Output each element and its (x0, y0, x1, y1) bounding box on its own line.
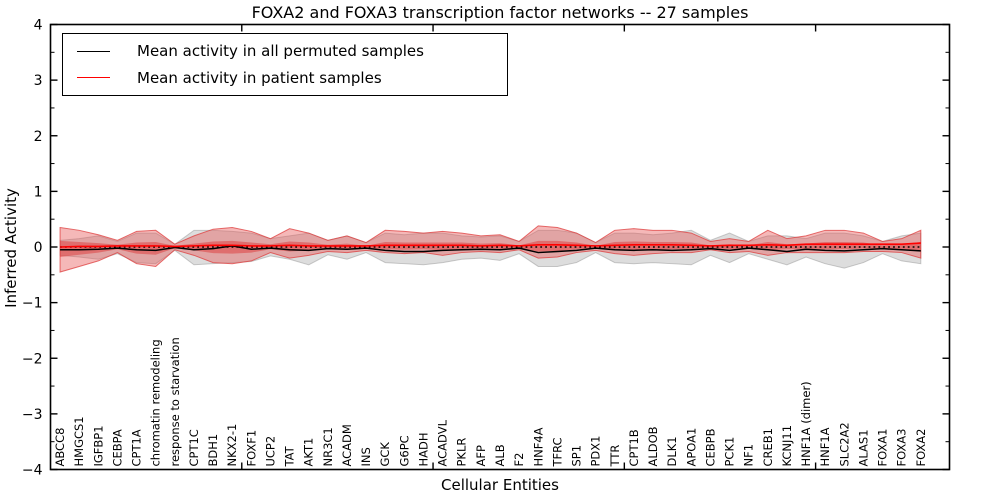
y-tick-label: 2 (34, 129, 43, 145)
x-category-label: INS (359, 447, 373, 466)
legend-label-patient: Mean activity in patient samples (137, 68, 382, 87)
x-category-label: CPT1B (627, 429, 641, 466)
patient-inner-band (60, 240, 921, 258)
x-category-label: FOXA2 (914, 429, 928, 467)
x-category-label: CPT1C (187, 429, 201, 466)
x-category-label: HNF1A (dimer) (799, 381, 813, 466)
x-category-label: CEBPA (110, 429, 124, 466)
x-category-label: HNF4A (531, 427, 545, 466)
x-category-label: F2 (512, 453, 526, 467)
y-tick-label: 1 (34, 184, 43, 200)
x-category-label: ALB (493, 444, 507, 466)
x-category-label: HMGCS1 (72, 416, 86, 466)
x-category-label: UCP2 (263, 436, 277, 467)
legend-entry-patient: Mean activity in patient samples (77, 69, 507, 87)
x-category-label: AFP (474, 445, 488, 466)
x-category-label: NKX2-1 (225, 424, 239, 467)
x-category-label: ACADVL (436, 419, 450, 466)
x-category-label: IGFBP1 (91, 425, 105, 466)
x-category-label: G6PC (397, 435, 411, 466)
y-axis-label: Inferred Activity (2, 188, 20, 308)
permuted-mean-line (60, 245, 921, 254)
y-tick-label: −2 (22, 351, 43, 367)
x-category-label: PKLR (455, 438, 469, 467)
x-category-label: DLK1 (665, 436, 679, 466)
x-category-label: TAT (283, 445, 297, 467)
x-category-label: HADH (416, 432, 430, 466)
y-tick-label: −1 (22, 296, 43, 312)
x-category-label: FOXA1 (876, 429, 890, 467)
y-tick-label: 3 (34, 73, 43, 89)
legend: Mean activity in all permuted samples Me… (62, 33, 508, 96)
x-category-label: PDX1 (589, 436, 603, 467)
patient-line-swatch (77, 77, 110, 79)
legend-entry-permuted: Mean activity in all permuted samples (77, 42, 507, 60)
x-category-label: ACADM (340, 424, 354, 466)
x-category-label: TTR (608, 445, 622, 468)
permuted-line-swatch (77, 50, 110, 52)
x-category-label: ABCC8 (53, 428, 67, 467)
x-category-label: AKT1 (302, 438, 316, 467)
y-tick-label: 4 (34, 18, 43, 34)
x-category-label: FOXF1 (244, 430, 258, 467)
chart-title: FOXA2 and FOXA3 transcription factor net… (251, 3, 749, 22)
x-category-label: NF1 (742, 444, 756, 467)
y-tick-label: 0 (34, 240, 43, 256)
patient-mean-line (60, 242, 921, 248)
x-category-label: KCNJ11 (780, 425, 794, 467)
x-axis-label: Cellular Entities (441, 476, 559, 494)
x-category-label: CPT1A (130, 429, 144, 466)
y-tick-label: −3 (22, 407, 43, 423)
x-category-label: BDH1 (206, 434, 220, 467)
x-category-label: GCK (378, 442, 392, 467)
x-category-label: response to starvation (168, 337, 182, 466)
x-category-label: PCK1 (723, 437, 737, 467)
x-category-label: TFRC (550, 437, 564, 467)
x-category-label: SLC2A2 (837, 422, 851, 466)
x-category-label: APOA1 (684, 428, 698, 467)
x-category-label: FOXA3 (895, 429, 909, 467)
y-tick-label: −4 (22, 463, 43, 479)
x-category-label: NR3C1 (321, 427, 335, 466)
x-category-label: ALDOB (646, 426, 660, 466)
x-category-label: chromatin remodeling (149, 339, 163, 466)
legend-label-permuted: Mean activity in all permuted samples (137, 42, 424, 61)
x-category-label: HNF1A (818, 427, 832, 466)
x-category-label: CREB1 (761, 428, 775, 467)
x-category-label: CEBPB (703, 428, 717, 466)
x-category-label: SP1 (570, 445, 584, 467)
x-category-label: ALAS1 (856, 429, 870, 466)
